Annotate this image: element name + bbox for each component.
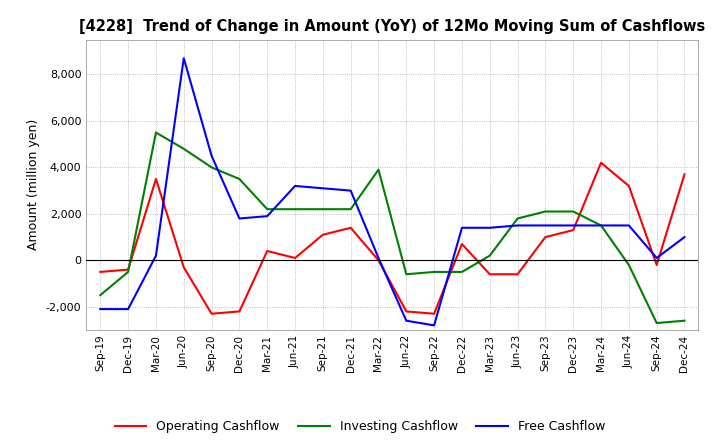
Free Cashflow <box>458 225 467 231</box>
Free Cashflow <box>318 186 327 191</box>
Investing Cashflow <box>458 269 467 275</box>
Investing Cashflow <box>179 146 188 151</box>
Investing Cashflow <box>680 318 689 323</box>
Free Cashflow <box>597 223 606 228</box>
Y-axis label: Amount (million yen): Amount (million yen) <box>27 119 40 250</box>
Investing Cashflow <box>402 271 410 277</box>
Free Cashflow <box>680 235 689 240</box>
Operating Cashflow <box>430 311 438 316</box>
Free Cashflow <box>541 223 550 228</box>
Investing Cashflow <box>207 165 216 170</box>
Operating Cashflow <box>124 267 132 272</box>
Investing Cashflow <box>624 262 633 268</box>
Operating Cashflow <box>624 183 633 189</box>
Operating Cashflow <box>652 262 661 268</box>
Investing Cashflow <box>430 269 438 275</box>
Operating Cashflow <box>263 248 271 253</box>
Investing Cashflow <box>597 223 606 228</box>
Operating Cashflow <box>485 271 494 277</box>
Free Cashflow <box>430 323 438 328</box>
Operating Cashflow <box>179 264 188 270</box>
Operating Cashflow <box>402 309 410 314</box>
Investing Cashflow <box>124 269 132 275</box>
Free Cashflow <box>207 153 216 158</box>
Free Cashflow <box>513 223 522 228</box>
Investing Cashflow <box>652 320 661 326</box>
Investing Cashflow <box>346 206 355 212</box>
Free Cashflow <box>96 306 104 312</box>
Line: Investing Cashflow: Investing Cashflow <box>100 132 685 323</box>
Free Cashflow <box>374 255 383 260</box>
Investing Cashflow <box>374 167 383 172</box>
Free Cashflow <box>124 306 132 312</box>
Free Cashflow <box>152 253 161 258</box>
Investing Cashflow <box>513 216 522 221</box>
Operating Cashflow <box>597 160 606 165</box>
Free Cashflow <box>263 213 271 219</box>
Operating Cashflow <box>291 255 300 260</box>
Operating Cashflow <box>458 242 467 247</box>
Operating Cashflow <box>680 172 689 177</box>
Free Cashflow <box>179 55 188 61</box>
Operating Cashflow <box>152 176 161 182</box>
Operating Cashflow <box>207 311 216 316</box>
Investing Cashflow <box>541 209 550 214</box>
Investing Cashflow <box>96 293 104 298</box>
Free Cashflow <box>624 223 633 228</box>
Operating Cashflow <box>235 309 243 314</box>
Title: [4228]  Trend of Change in Amount (YoY) of 12Mo Moving Sum of Cashflows: [4228] Trend of Change in Amount (YoY) o… <box>79 19 706 34</box>
Free Cashflow <box>569 223 577 228</box>
Investing Cashflow <box>569 209 577 214</box>
Free Cashflow <box>291 183 300 189</box>
Investing Cashflow <box>485 253 494 258</box>
Operating Cashflow <box>346 225 355 231</box>
Operating Cashflow <box>569 227 577 233</box>
Investing Cashflow <box>263 206 271 212</box>
Line: Operating Cashflow: Operating Cashflow <box>100 163 685 314</box>
Investing Cashflow <box>235 176 243 182</box>
Line: Free Cashflow: Free Cashflow <box>100 58 685 325</box>
Free Cashflow <box>402 318 410 323</box>
Operating Cashflow <box>374 258 383 263</box>
Investing Cashflow <box>291 206 300 212</box>
Free Cashflow <box>235 216 243 221</box>
Operating Cashflow <box>318 232 327 238</box>
Operating Cashflow <box>541 235 550 240</box>
Free Cashflow <box>346 188 355 193</box>
Investing Cashflow <box>152 130 161 135</box>
Operating Cashflow <box>513 271 522 277</box>
Free Cashflow <box>485 225 494 231</box>
Investing Cashflow <box>318 206 327 212</box>
Legend: Operating Cashflow, Investing Cashflow, Free Cashflow: Operating Cashflow, Investing Cashflow, … <box>110 415 610 438</box>
Operating Cashflow <box>96 269 104 275</box>
Free Cashflow <box>652 255 661 260</box>
